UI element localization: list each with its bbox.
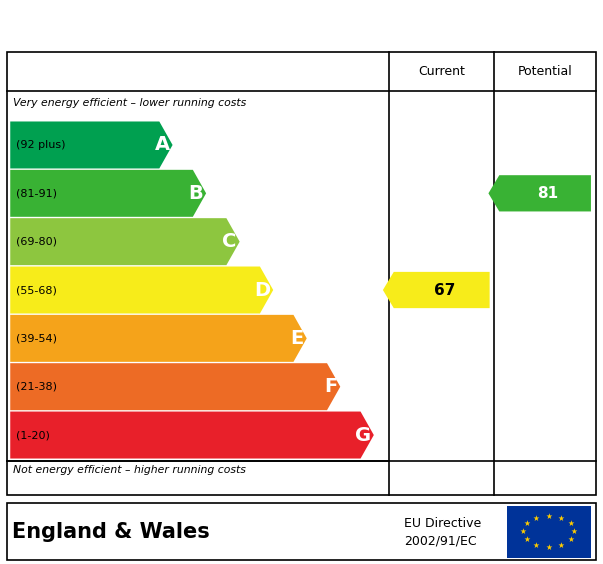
Text: ★: ★ [567, 535, 574, 544]
Text: Current: Current [418, 65, 465, 78]
Text: Energy Efficiency Rating: Energy Efficiency Rating [110, 10, 493, 38]
Text: (81-91): (81-91) [16, 188, 57, 199]
Text: (39-54): (39-54) [16, 333, 57, 343]
Text: 67: 67 [434, 283, 455, 297]
Text: F: F [324, 377, 337, 396]
Text: 2002/91/EC: 2002/91/EC [404, 535, 476, 548]
Text: A: A [154, 135, 169, 155]
Text: (1-20): (1-20) [16, 430, 50, 440]
Polygon shape [488, 175, 591, 212]
Text: ★: ★ [532, 540, 540, 549]
Text: (21-38): (21-38) [16, 382, 57, 391]
Polygon shape [10, 412, 374, 459]
Text: Very energy efficient – lower running costs: Very energy efficient – lower running co… [13, 98, 247, 108]
Text: Potential: Potential [518, 65, 572, 78]
Polygon shape [10, 363, 340, 410]
Bar [7, 503, 596, 560]
Text: ★: ★ [545, 543, 552, 552]
Text: England & Wales: England & Wales [12, 522, 210, 541]
Polygon shape [10, 218, 239, 265]
Polygon shape [10, 121, 172, 169]
Text: C: C [223, 232, 236, 251]
Text: (69-80): (69-80) [16, 237, 57, 246]
Text: EU Directive: EU Directive [404, 517, 481, 530]
Text: (92 plus): (92 plus) [16, 140, 66, 150]
Text: Not energy efficient – higher running costs: Not energy efficient – higher running co… [13, 465, 246, 475]
Text: ★: ★ [558, 514, 565, 523]
Text: ★: ★ [567, 519, 574, 528]
Text: ★: ★ [570, 527, 578, 536]
Polygon shape [10, 170, 206, 217]
Text: ★: ★ [523, 519, 530, 528]
Text: D: D [254, 280, 270, 299]
Text: ★: ★ [520, 527, 527, 536]
Text: B: B [188, 184, 203, 203]
Polygon shape [10, 267, 273, 314]
Text: (55-68): (55-68) [16, 285, 57, 295]
Text: ★: ★ [545, 512, 552, 521]
Text: E: E [291, 329, 304, 348]
Polygon shape [10, 315, 307, 362]
Text: ★: ★ [558, 540, 565, 549]
Polygon shape [383, 272, 490, 308]
Text: 81: 81 [537, 186, 559, 201]
Text: ★: ★ [523, 535, 530, 544]
Bar [507, 505, 591, 557]
Text: G: G [355, 425, 371, 444]
Text: ★: ★ [532, 514, 540, 523]
